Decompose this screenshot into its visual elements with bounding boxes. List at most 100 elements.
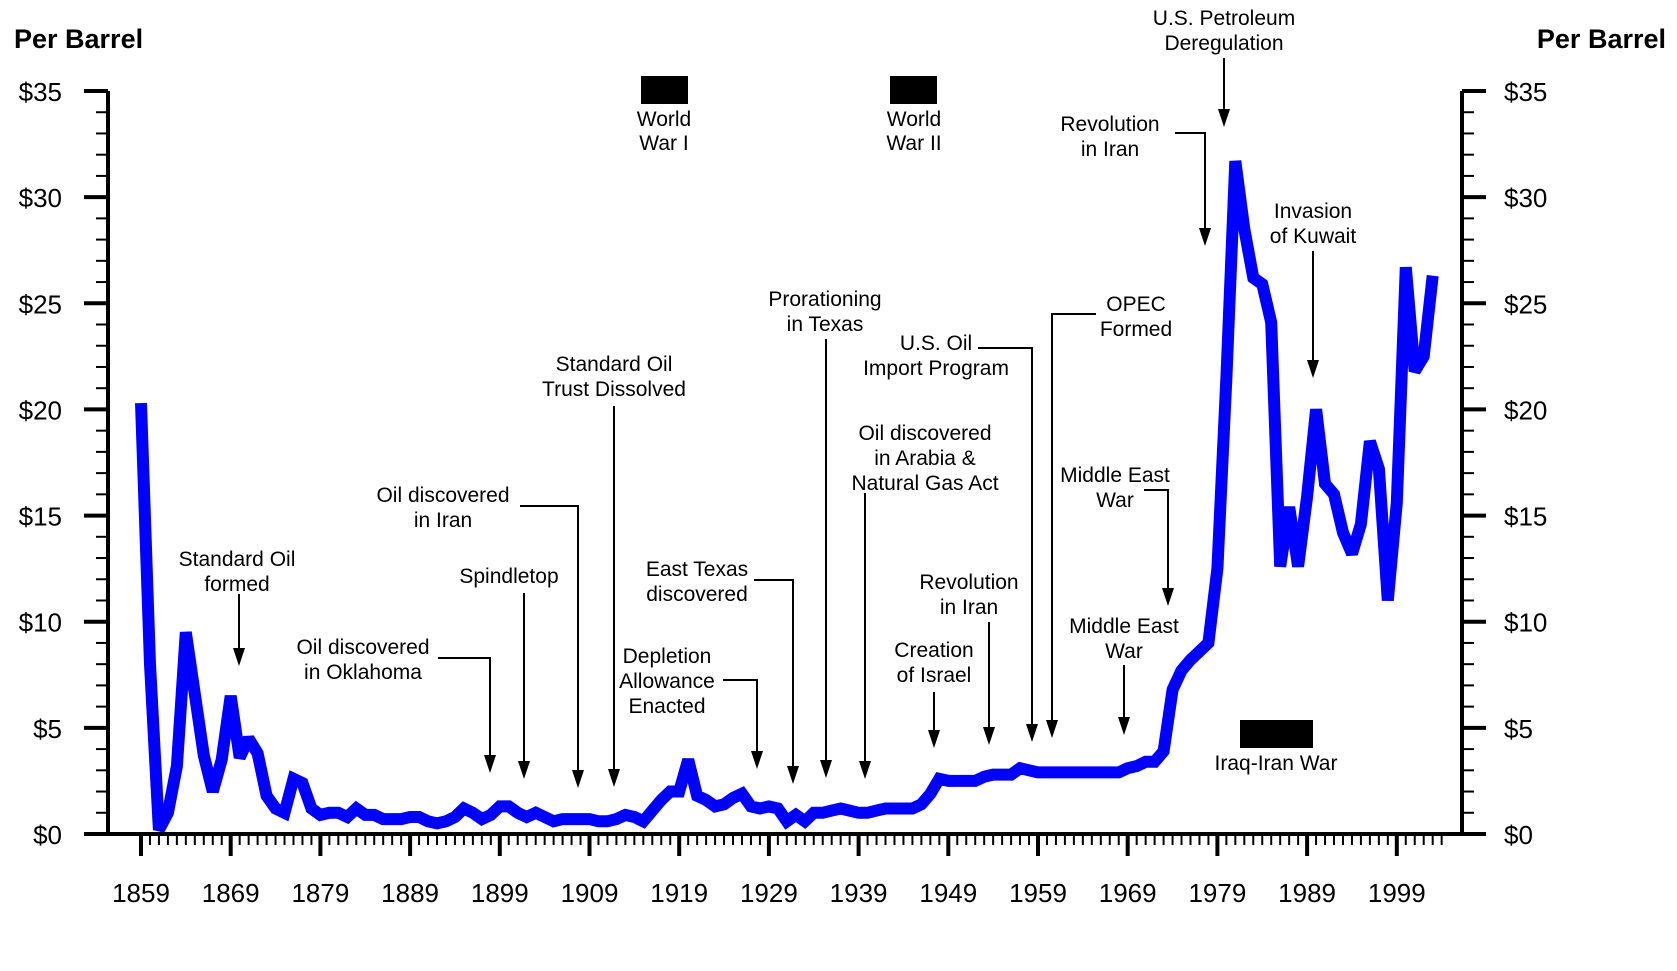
annotation-label: in Arabia & [874,447,976,470]
annotation-arrowhead [1307,360,1319,378]
price-line [135,160,1439,833]
event-label: World [887,108,941,131]
y-tick-label-left: $15 [19,502,62,532]
event-marker: Iraq-Iran War [1215,720,1337,775]
y-tick-label-left: $20 [19,395,62,425]
annotation-label: in Iran [414,509,472,532]
annotation-label: Oil discovered [858,422,991,445]
annotation-label: of Kuwait [1270,225,1357,248]
annotation-leader [438,657,491,759]
annotation-label: Enacted [628,695,705,718]
annotation-label: formed [204,573,269,596]
annotation-label: Spindletop [459,565,558,588]
annotation-arrowhead [820,760,832,778]
annotation-arrowhead [1218,109,1230,127]
axes [84,89,1486,856]
y-tick-labels-right: $0 $5 $10 $15 $20 $25 $30 $35 [1504,77,1547,850]
annotation-label: Middle East [1060,464,1170,487]
x-tick-label: 1909 [561,878,619,908]
annotation-label: discovered [646,583,748,606]
y-tick-labels-left: $0 $5 $10 $15 $20 $25 $30 $35 [19,77,62,850]
annotation-label: Middle East [1069,615,1179,638]
x-tick-label: 1999 [1368,878,1426,908]
annotation-label: in Iran [1081,138,1139,161]
y-tick-label-right: $5 [1504,714,1533,744]
annotation-label: in Texas [787,313,864,336]
y-axis-title-right: Per Barrel [1537,24,1666,54]
annotation-label: in Oklahoma [304,661,422,684]
annotation-arrowhead [928,730,940,748]
annotation-arrowhead [859,761,871,779]
x-tick-label: 1939 [830,878,888,908]
annotation-label: Revolution [1060,113,1159,136]
y-tick-label-left: $0 [33,820,62,850]
x-tick-label: 1949 [919,878,977,908]
annotation-label: Revolution [919,571,1018,594]
annotation-label: U.S. Oil [900,332,972,355]
annotation-arrowhead [1162,588,1174,606]
annotation-label: War [1105,640,1143,663]
annotation-leader [978,347,1033,728]
x-tick-labels: 1859 1869 1879 1889 1899 1909 1919 1929 1939 1949… [112,878,1426,908]
annotation-label: Standard Oil [556,353,673,376]
annotation-leader [723,679,758,755]
annotation-label: Allowance [619,670,715,693]
annotation-arrowhead [572,770,584,788]
annotation-arrowhead [233,648,245,666]
annotation-leader [1175,132,1206,232]
x-tick-label: 1859 [112,878,170,908]
y-tick-label-right: $10 [1504,608,1547,638]
x-tick-label: 1959 [1009,878,1067,908]
x-tick-label: 1879 [291,878,349,908]
event-label: World [637,108,691,131]
annotation-label: Prorationing [768,288,881,311]
annotation-arrowhead [608,769,620,787]
price-series [135,160,1439,833]
x-tick-label: 1929 [740,878,798,908]
annotation-label: Depletion [623,645,712,668]
annotation-arrowhead [1046,720,1058,738]
annotation-label: Trust Dissolved [542,378,686,401]
event-bar [1240,720,1313,748]
x-tick-label: 1899 [471,878,529,908]
annotation-label: Formed [1100,318,1172,341]
y-tick-label-right: $30 [1504,183,1547,213]
annotation-leader [1144,489,1169,592]
annotation-arrowhead [1026,724,1038,742]
x-tick-label: 1989 [1278,878,1336,908]
annotation-label: East Texas [646,558,748,581]
annotation-arrowhead [787,766,799,784]
annotation-label: U.S. Petroleum [1153,7,1295,30]
event-label: War II [886,132,941,155]
x-tick-label: 1869 [202,878,260,908]
y-axis-title-left: Per Barrel [14,24,143,54]
event-label: War I [639,132,688,155]
annotation-label: Oil discovered [376,484,509,507]
annotation-label: in Iran [940,596,998,619]
x-tick-label: 1979 [1188,878,1246,908]
annotation-label: War [1096,489,1134,512]
annotation-leader [754,579,794,770]
annotation-label: Import Program [863,357,1009,380]
event-bar [890,76,937,104]
annotation-arrowhead [518,761,530,779]
annotation-arrowhead [1199,228,1211,246]
y-tick-label-left: $5 [33,714,62,744]
y-tick-label-right: $15 [1504,502,1547,532]
annotation-label: Invasion [1274,200,1352,223]
y-tick-label-left: $10 [19,608,62,638]
annotation-leader [1051,313,1096,724]
